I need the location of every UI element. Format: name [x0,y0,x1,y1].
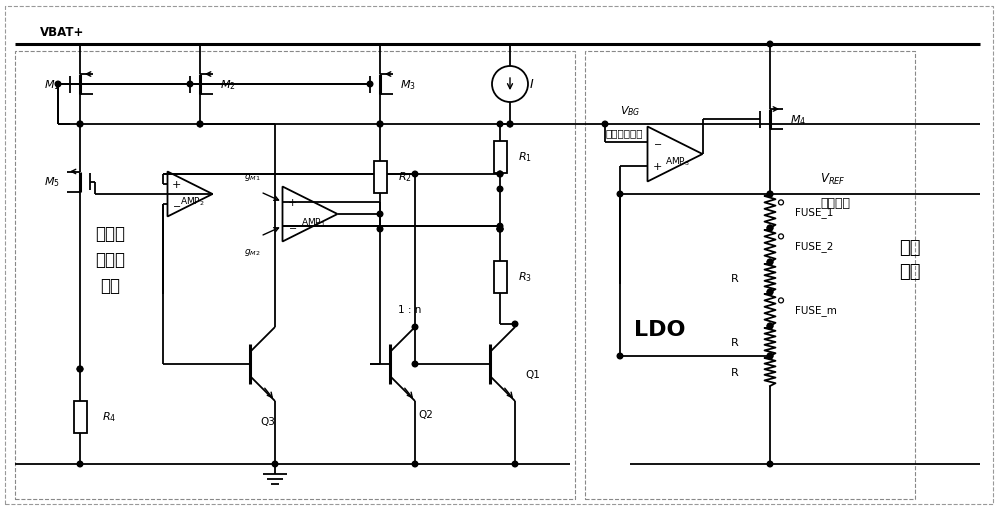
Text: $-$: $-$ [653,137,662,148]
Text: 激光
修调: 激光 修调 [899,238,921,281]
Text: $R_2$: $R_2$ [398,171,412,184]
Circle shape [367,82,373,88]
Text: $R_4$: $R_4$ [102,410,116,423]
Circle shape [767,260,773,265]
Circle shape [77,366,83,372]
Text: $V_{BG}$: $V_{BG}$ [620,104,641,118]
Circle shape [512,322,518,327]
Circle shape [197,122,203,128]
Circle shape [767,290,773,295]
Circle shape [767,42,773,48]
Text: $g_{M2}$: $g_{M2}$ [244,246,261,257]
Circle shape [412,172,418,178]
Text: $-$: $-$ [288,221,297,232]
Circle shape [77,366,83,372]
Circle shape [377,122,383,128]
Circle shape [767,226,773,232]
Text: FUSE_1: FUSE_1 [795,207,833,218]
Bar [74,401,87,433]
Circle shape [412,461,418,467]
Circle shape [497,227,503,232]
Circle shape [497,172,503,178]
Text: $R_3$: $R_3$ [518,270,532,284]
Text: R: R [731,367,739,377]
Circle shape [77,461,83,467]
Bar [585,52,915,499]
Text: +: + [653,162,662,172]
Bar [374,161,387,193]
Circle shape [617,192,623,197]
Circle shape [767,290,773,295]
Text: FUSE_m: FUSE_m [795,305,837,316]
Circle shape [377,227,383,232]
Text: R: R [731,273,739,284]
Text: Q3: Q3 [261,416,275,426]
Bar [15,52,575,499]
Text: FUSE_2: FUSE_2 [795,241,833,252]
Circle shape [377,212,383,217]
Circle shape [767,324,773,329]
Text: 带隙基准电压: 带隙基准电压 [605,128,642,138]
Circle shape [497,172,503,178]
Circle shape [507,122,513,128]
Text: $M_4$: $M_4$ [790,113,806,127]
Circle shape [497,227,503,232]
Text: Q1: Q1 [525,369,540,379]
Circle shape [412,325,418,330]
Circle shape [497,227,503,232]
Text: R: R [731,337,739,347]
Text: AMP$_3$: AMP$_3$ [665,155,689,168]
Text: $M_5$: $M_5$ [44,175,60,189]
Text: AMP$_2$: AMP$_2$ [180,195,204,208]
Circle shape [617,354,623,359]
Text: $M_1$: $M_1$ [44,78,60,92]
Text: 基准电压: 基准电压 [820,196,850,210]
Text: $M_3$: $M_3$ [400,78,416,92]
Circle shape [187,82,193,88]
Text: 1 : n: 1 : n [398,304,422,315]
Circle shape [497,187,503,192]
Text: +: + [288,197,297,208]
Circle shape [512,461,518,467]
Circle shape [77,122,83,128]
Text: $g_{M1}$: $g_{M1}$ [244,172,261,183]
Text: 高阶带
隙基准
单元: 高阶带 隙基准 单元 [95,224,125,295]
Text: LDO: LDO [634,319,686,340]
Text: $R_1$: $R_1$ [518,150,532,164]
Text: $M_2$: $M_2$ [220,78,236,92]
Text: $-$: $-$ [172,200,181,210]
Text: Q2: Q2 [418,409,433,419]
Circle shape [377,122,383,128]
Circle shape [497,122,503,128]
Text: +: + [172,180,181,190]
Circle shape [507,122,513,128]
Bar [494,261,507,293]
Circle shape [767,354,773,359]
Circle shape [272,461,278,467]
Circle shape [767,461,773,467]
Circle shape [197,122,203,128]
Circle shape [602,122,608,128]
Circle shape [55,82,61,88]
Circle shape [767,354,773,359]
Circle shape [767,192,773,197]
Text: $V_{REF}$: $V_{REF}$ [820,172,846,187]
Circle shape [767,260,773,265]
Circle shape [767,324,773,329]
Circle shape [412,361,418,367]
Circle shape [497,224,503,230]
Circle shape [77,122,83,128]
Text: I: I [530,78,534,91]
Text: AMP$_1$: AMP$_1$ [301,216,325,229]
Text: VBAT+: VBAT+ [40,26,84,39]
Circle shape [767,192,773,197]
Circle shape [767,226,773,232]
Bar [494,141,507,173]
